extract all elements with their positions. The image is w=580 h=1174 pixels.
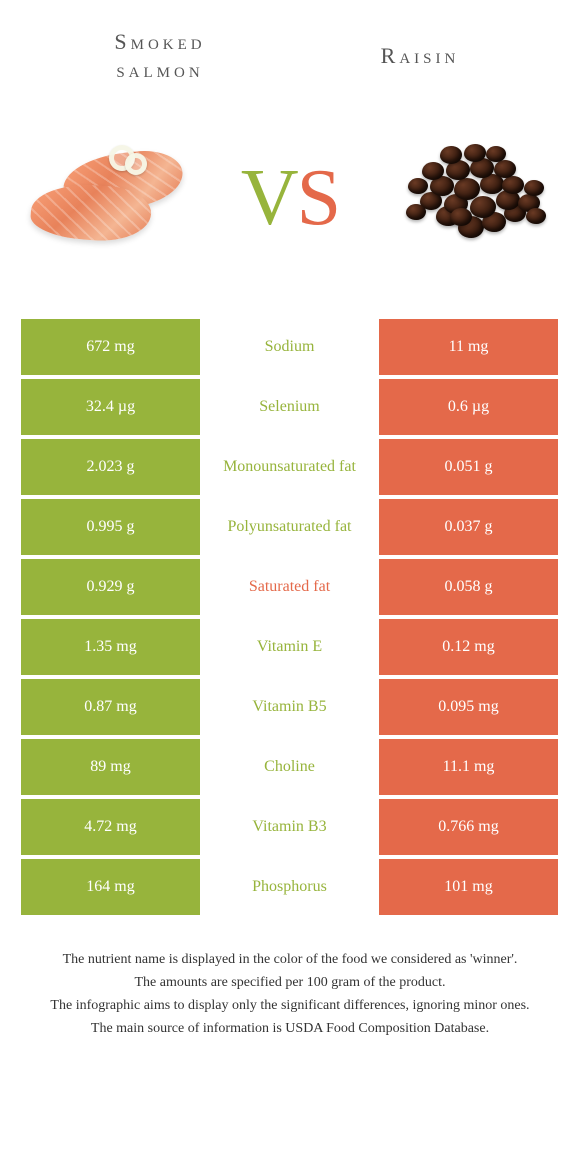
salmon-illustration — [25, 143, 185, 253]
vs-v: V — [241, 154, 297, 242]
left-food-title: Smokedsalmon — [70, 28, 250, 83]
footer-line-2: The amounts are specified per 100 gram o… — [20, 972, 560, 993]
table-row: 4.72 mgVitamin B30.766 mg — [21, 799, 559, 855]
raisin-illustration — [390, 138, 560, 258]
footer-line-1: The nutrient name is displayed in the co… — [20, 949, 560, 970]
right-value-cell: 11 mg — [379, 319, 558, 375]
nutrient-label-cell: Saturated fat — [200, 559, 379, 615]
nutrient-label-cell: Choline — [200, 739, 379, 795]
vs-s: S — [297, 154, 340, 242]
table-row: 164 mgPhosphorus101 mg — [21, 859, 559, 915]
nutrient-label-cell: Selenium — [200, 379, 379, 435]
nutrient-label-cell: Phosphorus — [200, 859, 379, 915]
table-row: 1.35 mgVitamin E0.12 mg — [21, 619, 559, 675]
table-row: 2.023 gMonounsaturated fat0.051 g — [21, 439, 559, 495]
right-value-cell: 0.037 g — [379, 499, 558, 555]
table-row: 672 mgSodium11 mg — [21, 319, 559, 375]
nutrient-label-cell: Vitamin B5 — [200, 679, 379, 735]
left-value-cell: 2.023 g — [21, 439, 200, 495]
right-value-cell: 11.1 mg — [379, 739, 558, 795]
right-food-title: Raisin — [330, 42, 510, 70]
left-value-cell: 0.87 mg — [21, 679, 200, 735]
table-row: 0.87 mgVitamin B50.095 mg — [21, 679, 559, 735]
footer-line-3: The infographic aims to display only the… — [20, 995, 560, 1016]
vs-label: VS — [241, 153, 339, 244]
table-row: 0.995 gPolyunsaturated fat0.037 g — [21, 499, 559, 555]
header: Smokedsalmon Raisin — [0, 0, 580, 83]
table-row: 0.929 gSaturated fat0.058 g — [21, 559, 559, 615]
right-value-cell: 0.766 mg — [379, 799, 558, 855]
nutrient-label-cell: Vitamin E — [200, 619, 379, 675]
right-value-cell: 0.058 g — [379, 559, 558, 615]
right-value-cell: 101 mg — [379, 859, 558, 915]
left-value-cell: 0.995 g — [21, 499, 200, 555]
table-row: 89 mgCholine11.1 mg — [21, 739, 559, 795]
left-value-cell: 32.4 µg — [21, 379, 200, 435]
left-value-cell: 89 mg — [21, 739, 200, 795]
nutrient-label-cell: Sodium — [200, 319, 379, 375]
table-row: 32.4 µgSelenium0.6 µg — [21, 379, 559, 435]
left-value-cell: 1.35 mg — [21, 619, 200, 675]
nutrient-label-cell: Monounsaturated fat — [200, 439, 379, 495]
footer-line-4: The main source of information is USDA F… — [20, 1018, 560, 1039]
hero-row: VS — [0, 83, 580, 303]
nutrient-label-cell: Polyunsaturated fat — [200, 499, 379, 555]
right-value-cell: 0.051 g — [379, 439, 558, 495]
comparison-table: 672 mgSodium11 mg32.4 µgSelenium0.6 µg2.… — [21, 319, 559, 915]
right-value-cell: 0.6 µg — [379, 379, 558, 435]
left-value-cell: 672 mg — [21, 319, 200, 375]
right-food-image — [390, 128, 560, 268]
left-value-cell: 4.72 mg — [21, 799, 200, 855]
footer-notes: The nutrient name is displayed in the co… — [20, 949, 560, 1039]
nutrient-label-cell: Vitamin B3 — [200, 799, 379, 855]
right-value-cell: 0.095 mg — [379, 679, 558, 735]
left-food-image — [20, 128, 190, 268]
left-value-cell: 0.929 g — [21, 559, 200, 615]
left-value-cell: 164 mg — [21, 859, 200, 915]
right-value-cell: 0.12 mg — [379, 619, 558, 675]
